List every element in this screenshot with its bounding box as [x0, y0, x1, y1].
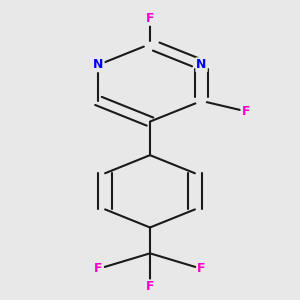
Text: F: F — [146, 12, 154, 25]
Text: F: F — [197, 262, 206, 275]
Text: F: F — [94, 262, 103, 275]
Text: N: N — [196, 58, 207, 71]
Text: N: N — [93, 58, 104, 71]
Text: F: F — [242, 105, 250, 118]
Text: F: F — [146, 280, 154, 293]
